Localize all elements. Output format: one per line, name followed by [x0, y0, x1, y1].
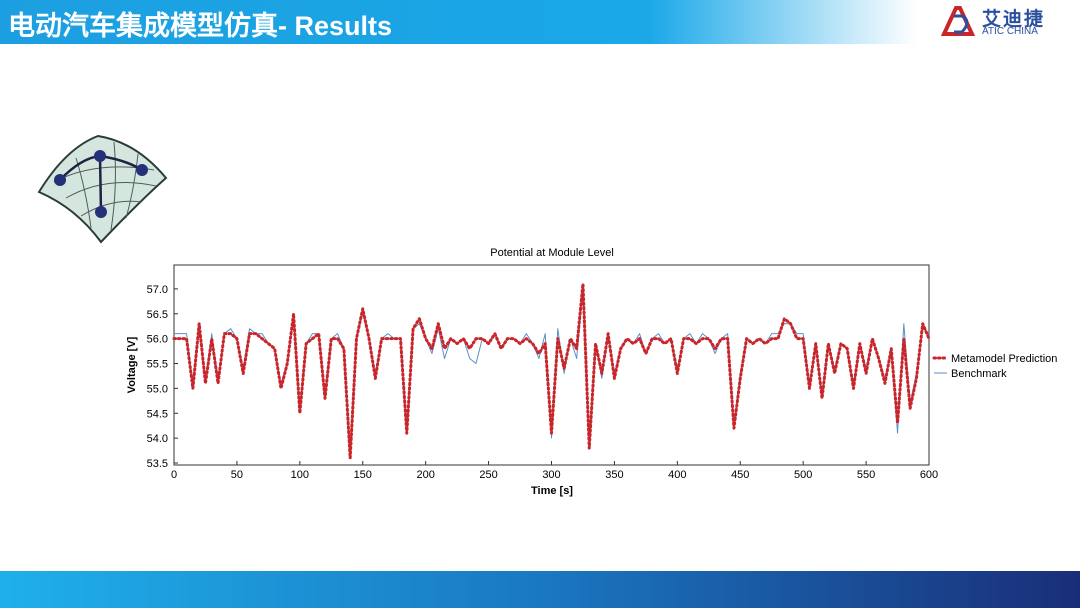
x-tick-label: 600: [920, 469, 938, 481]
y-tick-label: 55.5: [147, 359, 168, 371]
y-axis-label: Voltage [V]: [126, 336, 138, 393]
logo-text: 艾迪捷: [982, 9, 1046, 30]
y-tick-label: 53.5: [147, 458, 168, 470]
x-tick-label: 50: [231, 469, 243, 481]
y-tick-label: 56.0: [147, 334, 168, 346]
slide-title: 电动汽车集成模型仿真- Results: [8, 11, 393, 41]
x-tick-label: 350: [605, 469, 623, 481]
x-tick-label: 400: [668, 469, 686, 481]
surface-icon: [37, 134, 168, 244]
logo-mark: [940, 6, 976, 36]
chart-title: Potential at Module Level: [490, 247, 614, 259]
y-tick-label: 54.0: [147, 433, 168, 445]
y-tick-label: 55.0: [147, 383, 168, 395]
legend-label: Benchmark: [951, 368, 1007, 380]
x-axis-label: Time [s]: [531, 485, 573, 497]
y-tick-label: 56.5: [147, 309, 168, 321]
x-tick-label: 150: [354, 469, 372, 481]
x-tick-label: 0: [171, 469, 177, 481]
series-line: [172, 282, 931, 460]
header-bar: 电动汽车集成模型仿真- Results 艾迪捷 ATIC CHINA: [0, 0, 1080, 44]
footer-bar: [0, 571, 1080, 608]
x-tick-label: 300: [542, 469, 560, 481]
x-tick-label: 100: [291, 469, 309, 481]
chart: Potential at Module Level Time [s] Volta…: [126, 247, 1057, 497]
legend-label: Metamodel Prediction: [951, 353, 1057, 365]
y-tick-label: 57.0: [147, 284, 168, 296]
x-tick-label: 500: [794, 469, 812, 481]
logo-subtext: ATIC CHINA: [982, 26, 1038, 37]
x-tick-label: 250: [479, 469, 497, 481]
x-tick-label: 200: [416, 469, 434, 481]
x-tick-label: 550: [857, 469, 875, 481]
y-tick-label: 54.5: [147, 408, 168, 420]
x-tick-label: 450: [731, 469, 749, 481]
